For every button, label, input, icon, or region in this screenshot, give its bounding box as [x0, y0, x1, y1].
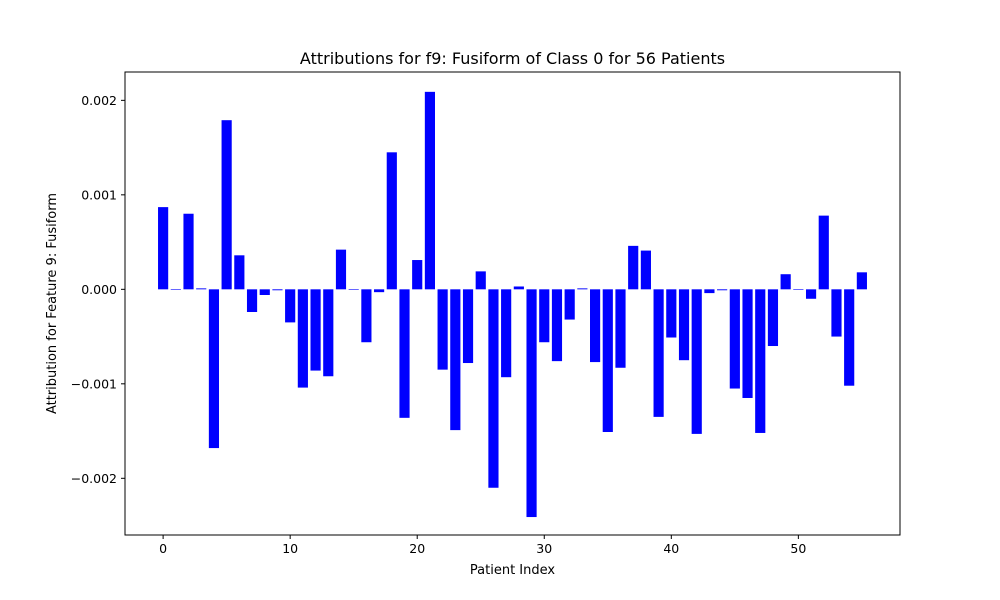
bar-patient-14 [335, 249, 347, 290]
bar-patient-5 [221, 120, 232, 290]
bar-patient-52 [818, 215, 829, 290]
x-axis-ticks: 0 10 20 30 40 50 [159, 535, 806, 556]
bar-patient-21 [424, 91, 435, 290]
bar-patient-38 [640, 250, 651, 290]
x-axis-label: Patient Index [470, 563, 555, 578]
bar-patient-2 [183, 213, 194, 290]
bar-patient-22 [437, 289, 448, 370]
x-tick-label: 30 [536, 541, 552, 556]
bar-patient-4 [208, 289, 220, 449]
bar-patient-25 [475, 271, 486, 290]
bar-patient-36 [615, 289, 626, 368]
bar-patient-15 [348, 289, 359, 290]
bar-patient-30 [539, 289, 550, 343]
bar-patient-48 [767, 289, 779, 347]
bar-patient-45 [729, 289, 740, 389]
bar-patient-17 [374, 289, 385, 293]
chart-title: Attributions for f9: Fusiform of Class 0… [300, 49, 725, 68]
x-tick-label: 40 [663, 541, 679, 556]
bar-patient-3 [196, 288, 207, 290]
x-tick-label: 10 [282, 541, 298, 556]
bar-patient-0 [158, 207, 169, 290]
bar-patient-49 [780, 274, 791, 290]
bar-patient-39 [653, 289, 664, 417]
bar-patient-20 [412, 260, 423, 290]
bar-patient-23 [450, 289, 461, 431]
plot-frame [124, 71, 901, 536]
bar-patient-55 [856, 272, 867, 290]
bar-patient-1 [170, 289, 181, 290]
bar-patient-27 [501, 289, 512, 378]
bar-patient-16 [361, 289, 372, 343]
y-axis-ticks: −0.002 −0.001 0.000 0.001 0.002 [71, 93, 125, 486]
bar-patient-54 [844, 289, 855, 386]
bar-patient-9 [272, 289, 283, 291]
bar-patient-31 [551, 289, 563, 362]
bar-patient-35 [602, 289, 613, 433]
bars-group [158, 91, 867, 518]
bar-patient-7 [246, 289, 258, 313]
bar-patient-8 [259, 289, 270, 295]
bar-patient-47 [755, 289, 766, 433]
bar-patient-32 [564, 289, 575, 320]
bar-patient-12 [310, 289, 321, 371]
bar-patient-40 [666, 289, 677, 338]
bar-patient-42 [691, 289, 702, 434]
x-tick-label: 0 [159, 541, 167, 556]
bar-patient-6 [234, 255, 245, 290]
bar-patient-11 [297, 289, 308, 388]
x-tick-label: 50 [790, 541, 806, 556]
y-axis-label: Attribution for Feature 9: Fusiform [45, 193, 60, 414]
bar-patient-24 [462, 289, 474, 364]
bar-patient-41 [678, 289, 690, 361]
x-tick-label: 20 [409, 541, 425, 556]
y-tick-label: 0.002 [81, 93, 117, 108]
bar-patient-43 [704, 289, 715, 294]
bar-patient-37 [628, 245, 639, 290]
bar-patient-10 [285, 289, 296, 323]
bar-patient-29 [526, 289, 537, 518]
bar-patient-51 [805, 289, 817, 299]
bar-patient-28 [513, 286, 524, 290]
bar-patient-19 [399, 289, 410, 418]
bar-patient-44 [717, 289, 728, 291]
bar-patient-46 [742, 289, 753, 398]
bar-patient-53 [831, 289, 842, 337]
bar-patient-13 [323, 289, 334, 377]
y-tick-label: 0.000 [81, 282, 117, 297]
y-tick-label: 0.001 [81, 187, 117, 202]
y-tick-label: −0.002 [71, 471, 117, 486]
bar-patient-34 [590, 289, 601, 363]
bar-patient-50 [793, 289, 804, 290]
bar-patient-18 [386, 152, 397, 290]
bar-patient-33 [577, 288, 588, 290]
y-tick-label: −0.001 [71, 376, 117, 391]
bar-patient-26 [488, 289, 499, 488]
